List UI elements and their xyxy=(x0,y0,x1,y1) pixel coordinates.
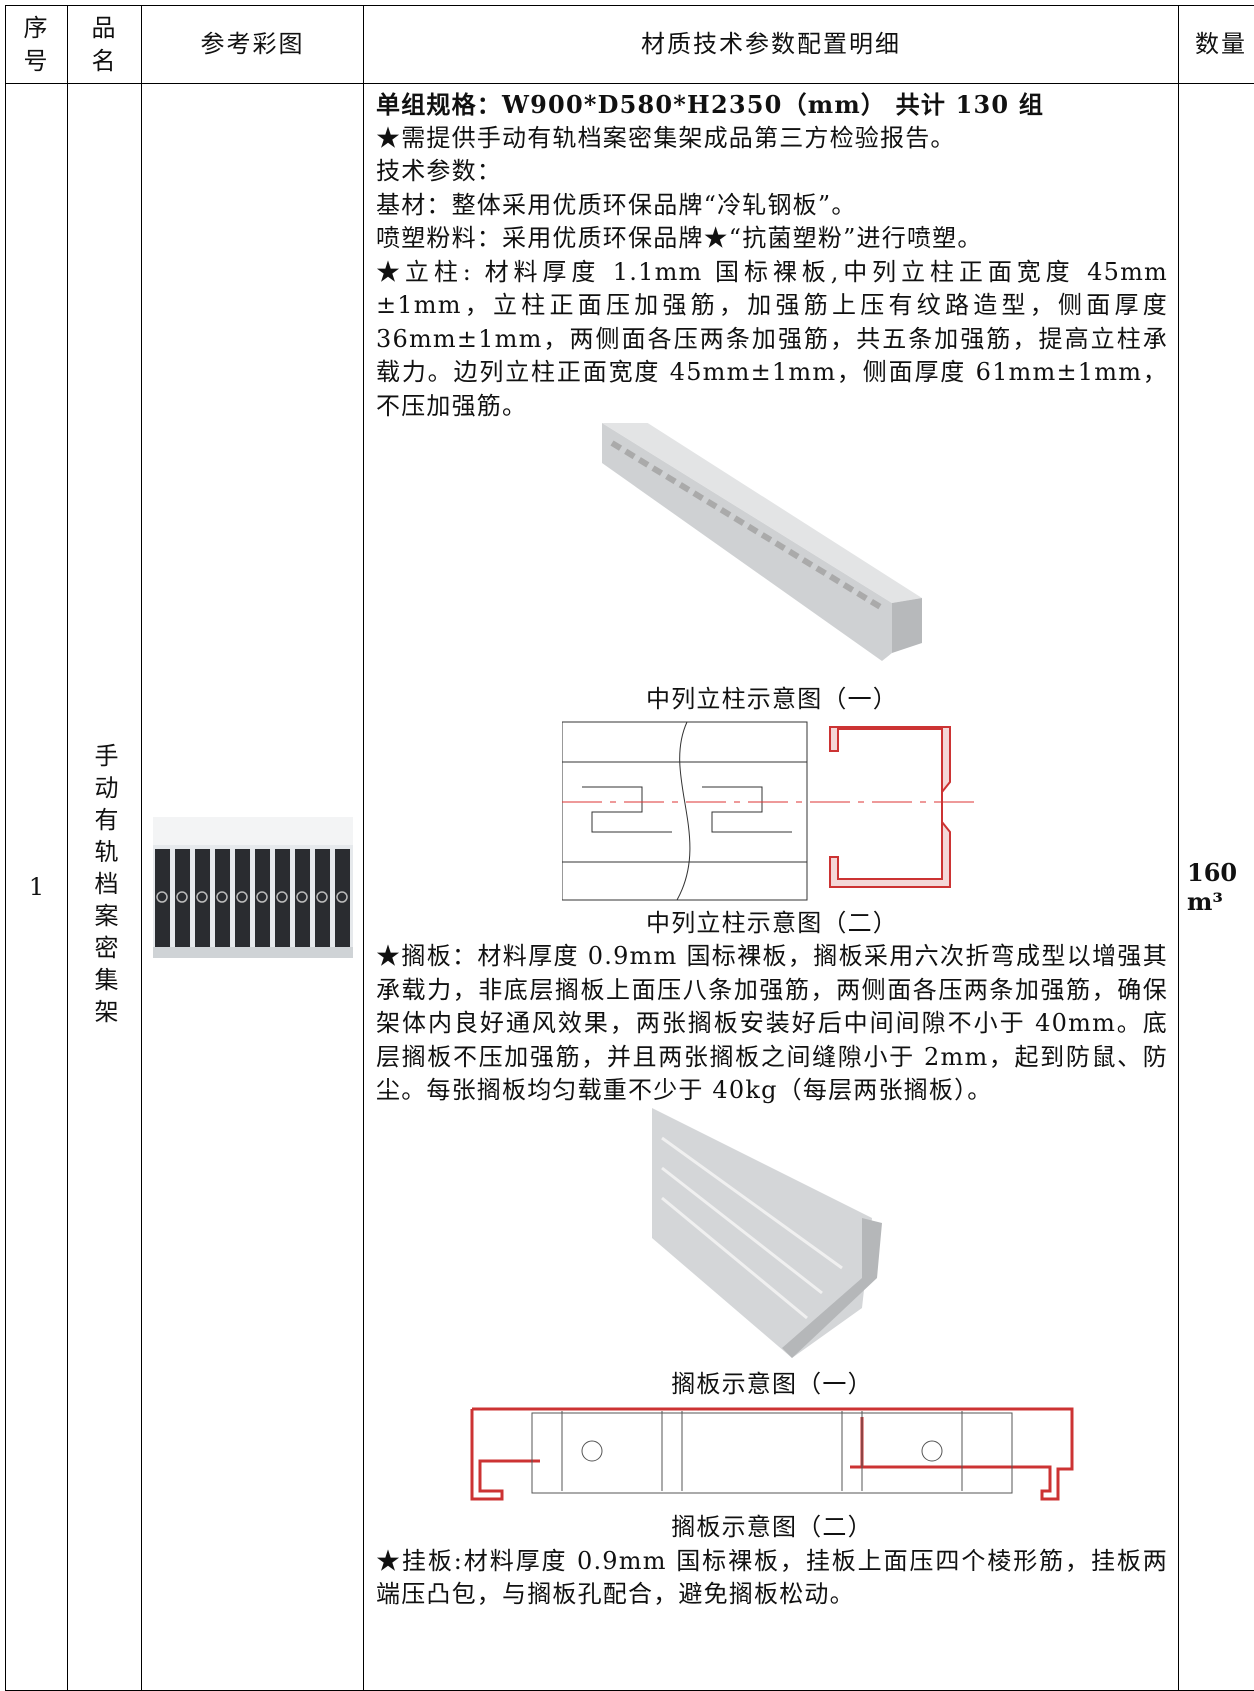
paragraph: ★搁板：材料厚度 0.9mm 国标裸板，搁板采用六次折弯成型以增强其承载力，非底… xyxy=(376,942,1168,1104)
paragraph: ★立柱: 材料厚度 1.1mm 国标裸板,中列立柱正面宽度 45mm ±1mm，… xyxy=(376,257,1168,420)
quantity: 160 m³ xyxy=(1187,858,1238,916)
detail-cell: 单组规格：W900*D580*H2350（mm） 共计 130 组 ★需提供手动… xyxy=(363,83,1179,1691)
header-text: 数量 xyxy=(1195,30,1247,58)
product-name: 手动有轨档案密集架 xyxy=(90,743,118,1031)
caption: 搁板示意图（一） xyxy=(671,1369,873,1398)
index-cell: 1 xyxy=(5,83,68,1691)
shelf-figure-1 xyxy=(652,1107,882,1358)
column-figure-2 xyxy=(562,721,982,900)
caption: 中列立柱示意图（二） xyxy=(646,908,898,937)
paragraph: 技术参数： xyxy=(376,157,502,185)
paragraph: 喷塑粉料：采用优质环保品牌★“抗菌塑粉”进行喷塑。 xyxy=(376,224,983,252)
header-cell: 品名 xyxy=(67,5,142,84)
shelf-figure-2 xyxy=(470,1407,1074,1501)
header-cell: 材质技术参数配置明细 xyxy=(363,5,1179,84)
header-text: 品名 xyxy=(91,13,118,75)
header-text: 参考彩图 xyxy=(200,30,305,58)
spec: 单组规格：W900*D580*H2350（mm） 共计 130 组 xyxy=(376,90,1045,119)
header-text: 材质技术参数配置明细 xyxy=(641,30,901,58)
column-figure-1 xyxy=(602,423,922,661)
paragraph: 基材：整体采用优质环保品牌“冷轧钢板”。 xyxy=(376,190,857,219)
index: 1 xyxy=(28,873,45,901)
header-cell: 数量 xyxy=(1178,5,1254,84)
header-cell: 序号 xyxy=(5,5,68,84)
caption: 搁板示意图（二） xyxy=(671,1513,873,1541)
quantity-cell: 160 m³ xyxy=(1178,83,1254,1691)
paragraph: ★挂板:材料厚度 0.9mm 国标裸板，挂板上面压四个棱形筋，挂板两端压凸包，与… xyxy=(376,1546,1168,1609)
paragraph: ★需提供手动有轨档案密集架成品第三方检验报告。 xyxy=(376,123,956,152)
header-cell: 参考彩图 xyxy=(141,5,364,84)
reference-photo xyxy=(152,816,353,958)
caption: 中列立柱示意图（一） xyxy=(646,685,898,713)
header-text: 序号 xyxy=(23,13,50,75)
photo-cell xyxy=(141,83,364,1691)
name-cell: 手动有轨档案密集架 xyxy=(67,83,142,1691)
